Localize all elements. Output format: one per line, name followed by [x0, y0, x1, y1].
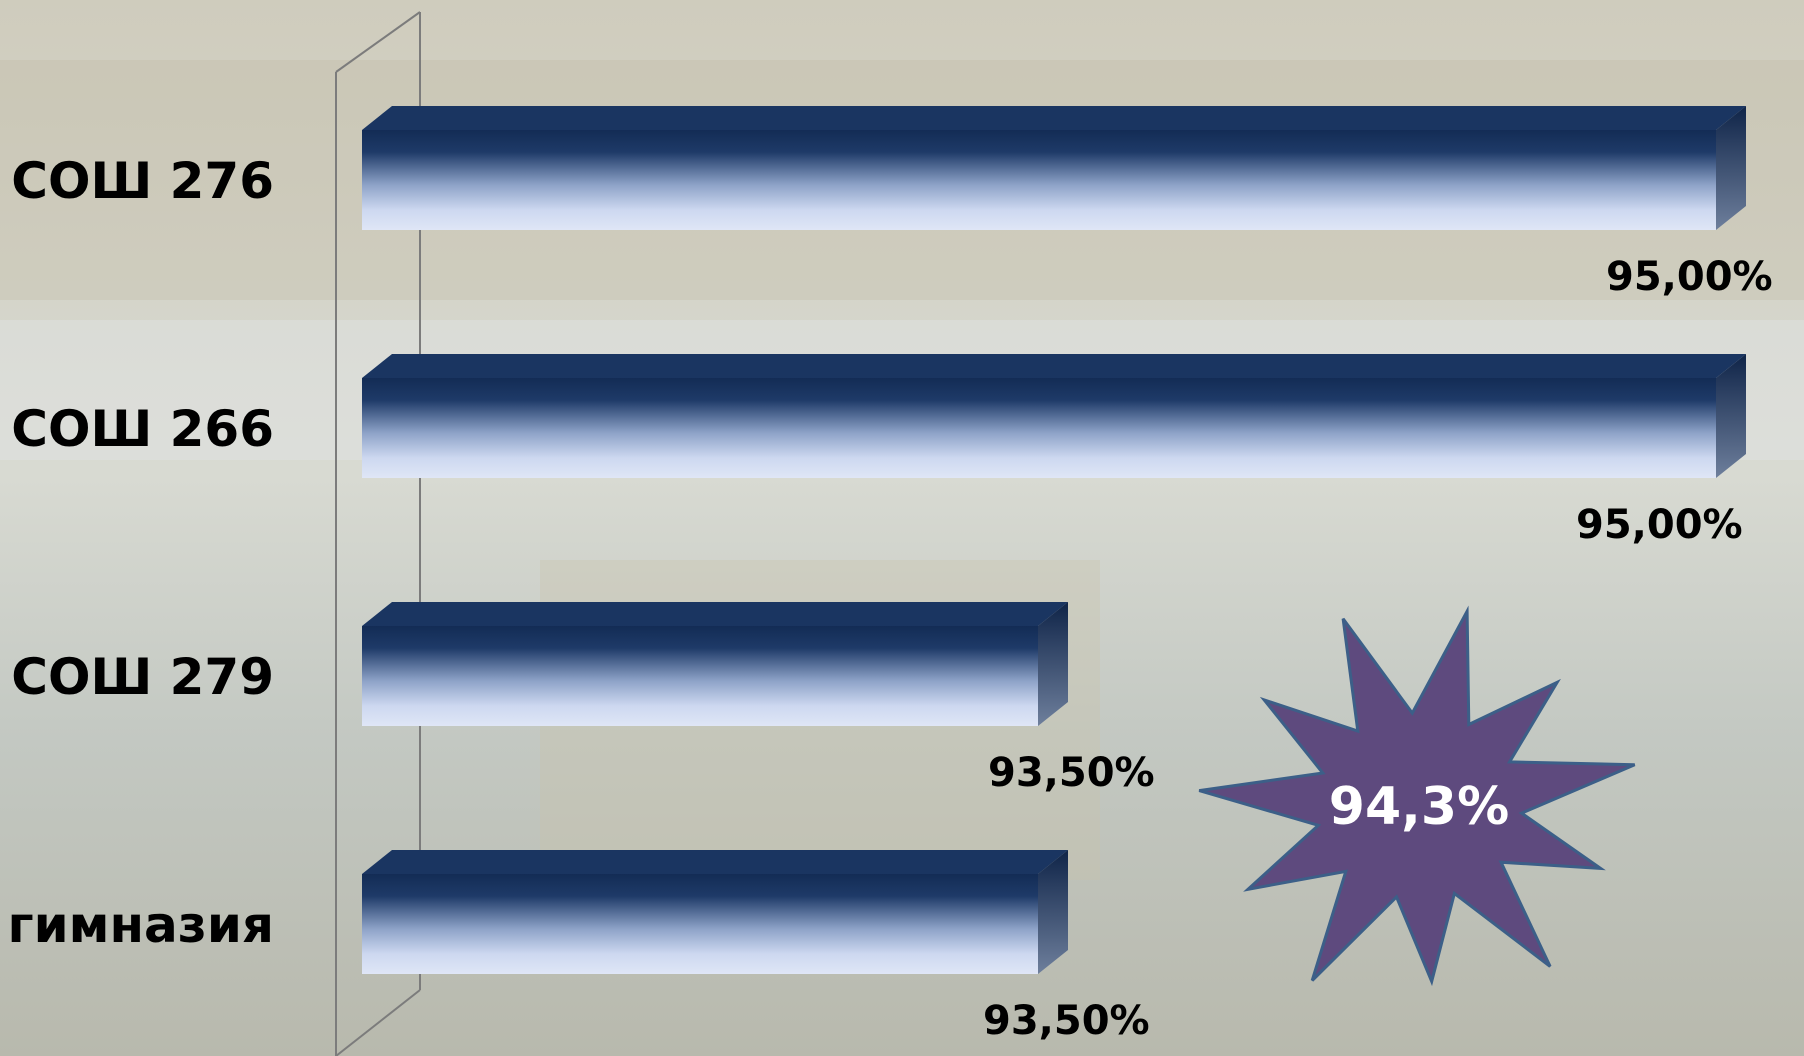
value-label: 95,00%: [1576, 502, 1743, 548]
category-label: СОШ 276: [11, 152, 274, 210]
bar: [362, 106, 1746, 230]
bar: [362, 602, 1068, 726]
bar-front-face: [362, 626, 1038, 726]
starburst-annotation: 94,3%: [1198, 605, 1636, 987]
bar-top-face: [362, 354, 1746, 378]
value-label: 93,50%: [988, 750, 1155, 796]
value-label: 95,00%: [1606, 254, 1773, 300]
category-labels: СОШ 276 СОШ 266 СОШ 279 гимназия: [7, 152, 274, 954]
bar-top-face: [362, 602, 1068, 626]
bar-side-face: [1716, 354, 1746, 478]
category-label: СОШ 266: [11, 400, 274, 458]
bar-front-face: [362, 378, 1716, 478]
bar: [362, 850, 1068, 974]
category-label: СОШ 279: [11, 648, 274, 706]
bars-group: [362, 106, 1746, 974]
bar-side-face: [1038, 602, 1068, 726]
bar-front-face: [362, 130, 1716, 230]
starburst-shape: [1198, 605, 1636, 987]
category-label: гимназия: [7, 896, 274, 954]
bar-side-face: [1716, 106, 1746, 230]
bar-front-face: [362, 874, 1038, 974]
bar-top-face: [362, 106, 1746, 130]
value-labels: 95,00% 95,00% 93,50% 93,50%: [983, 254, 1773, 1044]
bar: [362, 354, 1746, 478]
bar-top-face: [362, 850, 1068, 874]
bar-side-face: [1038, 850, 1068, 974]
value-label: 93,50%: [983, 998, 1150, 1044]
starburst-label: 94,3%: [1329, 777, 1509, 837]
